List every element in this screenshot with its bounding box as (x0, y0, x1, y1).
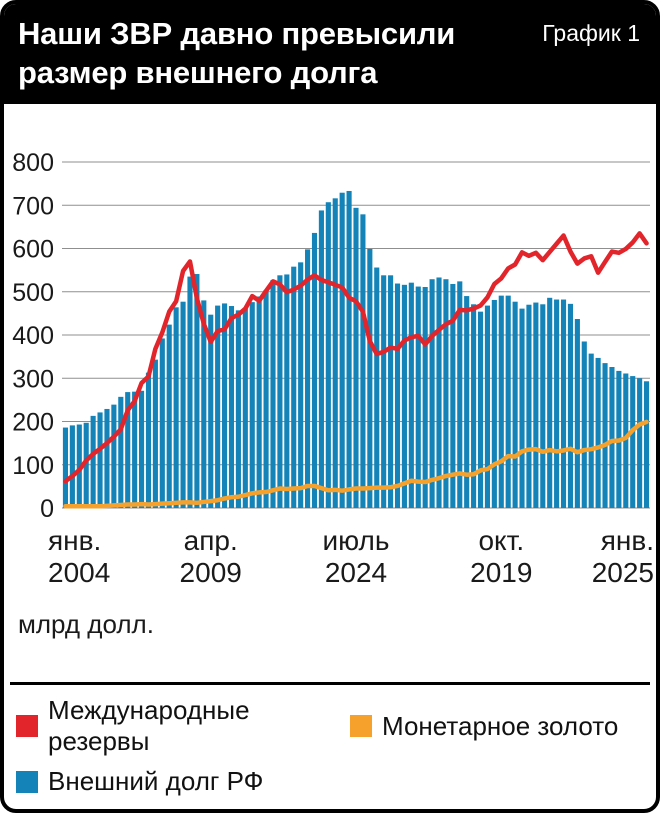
svg-text:2004: 2004 (48, 557, 110, 588)
combo-chart: 0100200300400500600700800янв.2004апр.200… (12, 149, 654, 588)
legend-label-debt: Внешний долг РФ (48, 766, 264, 796)
svg-text:300: 300 (12, 365, 54, 393)
source-divider (10, 809, 650, 812)
svg-text:апр.: апр. (184, 525, 238, 556)
units-label: млрд долл. (18, 609, 154, 639)
svg-text:окт.: окт. (478, 525, 524, 556)
chart-title: Наши ЗВР давно превысили размер внешнего… (18, 14, 455, 92)
chart-title-line1: Наши ЗВР давно превысили (18, 16, 456, 51)
svg-text:2019: 2019 (470, 557, 532, 588)
y-axis-labels: 0 100 200 300 400 500 600 700 800 (12, 149, 54, 523)
svg-text:янв.: янв. (48, 525, 101, 556)
debt-bars (62, 190, 650, 508)
svg-text:янв.: янв. (601, 525, 654, 556)
svg-text:2024: 2024 (325, 557, 387, 588)
legend-item-gold: Монетарное золото (350, 695, 656, 757)
svg-text:2025: 2025 (592, 557, 654, 588)
svg-text:0: 0 (40, 495, 54, 523)
reserves-line (63, 231, 649, 484)
svg-text:800: 800 (12, 149, 54, 177)
reserves-swatch (16, 715, 38, 737)
chart-number-label: График 1 (542, 20, 640, 46)
legend-item-debt: Внешний долг РФ (16, 766, 350, 797)
legend: Международные резервы Монетарное золото … (4, 685, 656, 807)
gold-swatch (350, 715, 372, 737)
legend-top-divider (10, 682, 650, 685)
legend-item-reserves: Международные резервы (16, 695, 350, 757)
svg-text:200: 200 (12, 409, 54, 437)
svg-text:600: 600 (12, 236, 54, 264)
legend-label-gold: Монетарное золото (382, 710, 619, 741)
svg-text:700: 700 (12, 192, 54, 220)
svg-text:500: 500 (12, 279, 54, 307)
svg-text:июль: июль (323, 525, 390, 556)
gold-line (63, 419, 649, 509)
svg-text:100: 100 (12, 452, 54, 480)
chart-title-line2: размер внешнего долга (18, 55, 378, 90)
legend-label-reserves: Международные резервы (48, 695, 250, 756)
debt-swatch (16, 770, 38, 793)
header: Наши ЗВР давно превысили размер внешнего… (4, 4, 656, 104)
svg-text:2009: 2009 (180, 557, 242, 588)
svg-text:400: 400 (12, 322, 54, 350)
